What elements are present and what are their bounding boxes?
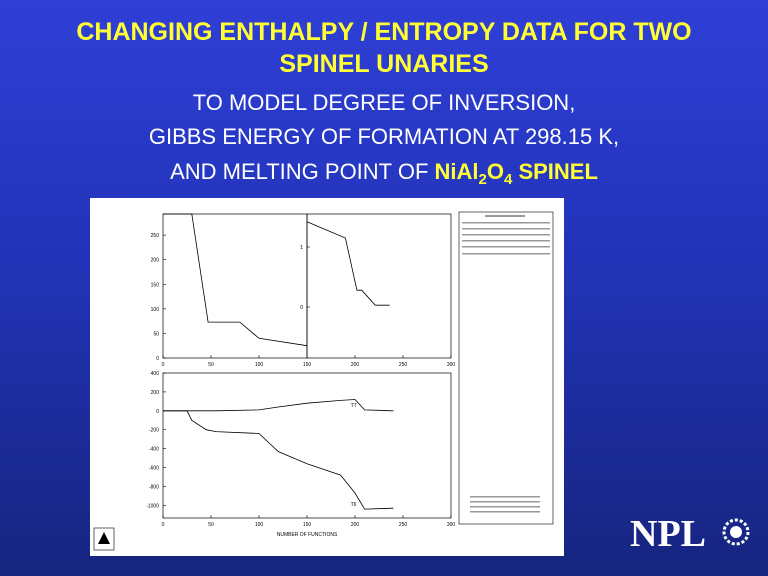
text: SPINEL (518, 159, 598, 184)
logo-emblem (722, 518, 750, 546)
table-row (462, 228, 550, 230)
y-tick-label: 150 (151, 282, 160, 288)
y-tick-label: -400 (149, 447, 159, 453)
table-row (462, 240, 550, 242)
data-line (163, 213, 308, 347)
table-row (470, 501, 540, 503)
y-tick-label: 200 (151, 258, 160, 264)
x-tick-label: 300 (447, 362, 456, 368)
table-row (485, 215, 525, 217)
x-tick-label: 250 (399, 522, 408, 528)
subscript: 4 (503, 171, 513, 188)
series-label: TT (351, 403, 357, 409)
logo-emblem (730, 526, 742, 538)
y-tick-label: -800 (149, 484, 159, 490)
y-tick-label: 250 (151, 233, 160, 239)
y-tick-label: 1 (300, 245, 303, 251)
subtitle-line: TO MODEL DEGREE OF INVERSION, (192, 90, 576, 115)
npl-logo: NPL (630, 513, 750, 554)
x-tick-label: 150 (303, 362, 312, 368)
data-line (163, 410, 394, 510)
subtitle-line: GIBBS ENERGY OF FORMATION AT 298.15 K, (148, 124, 620, 149)
table-text (462, 215, 550, 513)
x-tick-label: 300 (447, 522, 456, 528)
text: NiAl (434, 159, 479, 184)
x-tick-label: 200 (351, 362, 360, 368)
series-label: T6 (351, 502, 357, 508)
table-row (462, 222, 550, 224)
formula: NiAl2O4 (434, 159, 513, 187)
chart-figure: 0 50 100 150 200 250 0 50 100 150 0 1 200 250 300 -1000… (90, 198, 564, 556)
y-tick-label: -1000 (146, 503, 159, 509)
parameter-table (458, 211, 554, 525)
y-tick-label: 0 (156, 409, 159, 415)
x-tick-label: 150 (303, 522, 312, 528)
x-tick-label: 200 (351, 522, 360, 528)
title-line: SPINEL UNARIES (279, 50, 489, 78)
logo-text: NPL (630, 513, 706, 554)
table-row (462, 253, 550, 255)
table-row (470, 496, 540, 498)
x-tick-label: 0 (162, 362, 165, 368)
text: AND MELTING POINT OF (170, 159, 429, 184)
y-tick-label: 0 (156, 356, 159, 362)
plot-frame (306, 213, 452, 359)
y-tick-label: 100 (151, 307, 160, 313)
x-tick-label: 50 (208, 522, 214, 528)
software-logo-mark (98, 532, 110, 544)
subscript: 2 (478, 171, 487, 188)
table-row (470, 511, 540, 513)
y-tick-label: -200 (149, 428, 159, 434)
subtitle-line: AND MELTING POINT OF NiAl2O4 SPINEL (0, 157, 768, 187)
table-row (462, 234, 550, 236)
text: O (486, 159, 504, 184)
x-tick-label: 100 (255, 362, 264, 368)
x-tick-label: 250 (399, 362, 408, 368)
data-line (163, 399, 394, 412)
title-line: CHANGING ENTHALPY / ENTROPY DATA FOR TWO (76, 18, 692, 46)
y-tick-label: -600 (149, 466, 159, 472)
x-axis-label: NUMBER OF FUNCTIONS (277, 532, 338, 538)
y-tick-label: 50 (153, 331, 159, 337)
y-tick-label: 0 (300, 305, 303, 311)
data-line (306, 221, 390, 306)
table-row (462, 246, 550, 248)
y-tick-label: 200 (151, 390, 160, 396)
x-tick-label: 0 (162, 522, 165, 528)
y-tick-label: 400 (151, 371, 160, 377)
table-row (470, 506, 540, 508)
software-logo (93, 527, 115, 551)
x-tick-label: 100 (255, 522, 264, 528)
x-tick-label: 50 (208, 362, 214, 368)
